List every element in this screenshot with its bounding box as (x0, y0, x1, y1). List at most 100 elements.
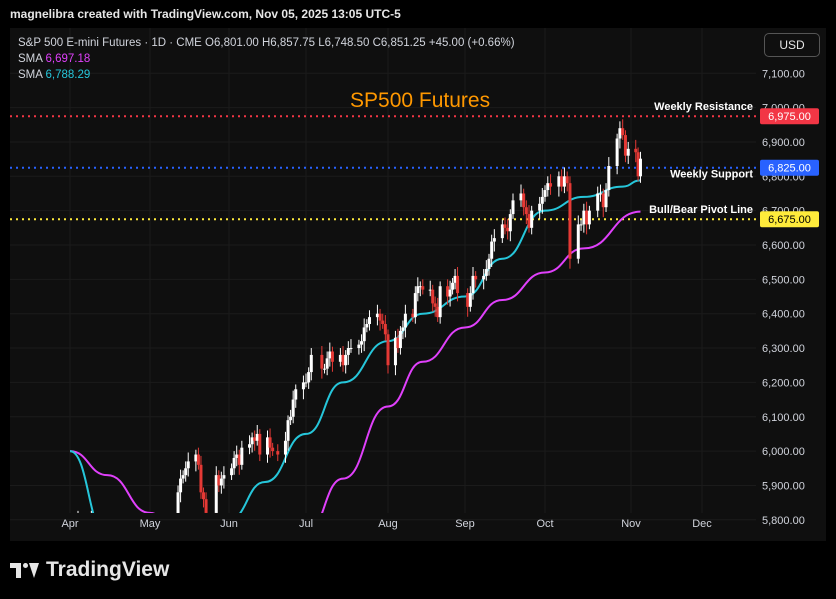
candle-body (482, 275, 486, 280)
candle-body (232, 457, 236, 469)
candle (181, 470, 185, 484)
candle (413, 286, 417, 324)
candle-body (416, 286, 420, 294)
candle-body (576, 224, 580, 259)
x-axis[interactable]: Apr May Jun Jul Aug Sep Oct Nov Dec (61, 518, 712, 530)
candle (346, 341, 350, 365)
candle-body (95, 534, 98, 541)
x-tick-label: May (140, 518, 161, 530)
symbol-name[interactable]: S&P 500 E-mini Futures · 1D · CME (18, 37, 202, 49)
currency-button[interactable]: USD (764, 33, 820, 57)
candle-body (291, 399, 295, 417)
candle (330, 346, 334, 372)
candle (511, 193, 515, 219)
candle (638, 151, 642, 183)
candle-body (338, 354, 342, 362)
candle-body (176, 492, 180, 513)
candle-body (506, 227, 510, 232)
candle (456, 266, 460, 302)
candle (446, 279, 450, 305)
candle-body (503, 224, 507, 228)
ohlc-key: C (369, 37, 381, 49)
candle (381, 313, 385, 329)
sma-slow-value: 6,697.18 (45, 53, 91, 65)
sma-fast-value: 6,788.29 (45, 69, 91, 81)
candle (93, 515, 96, 542)
legend-row-sma-fast[interactable]: SMA 6,788.29 (18, 67, 515, 83)
grid (10, 28, 756, 521)
candle-body (484, 269, 488, 276)
candle (255, 424, 259, 446)
candle (349, 339, 353, 353)
candle (375, 304, 379, 326)
candle (393, 330, 397, 376)
candle (436, 297, 440, 322)
candle-body (411, 313, 415, 318)
candle (471, 266, 475, 300)
candle (291, 390, 295, 424)
moving-averages (69, 179, 641, 513)
candle-body (360, 341, 364, 345)
candle-body (433, 303, 437, 307)
candle-body (328, 351, 332, 359)
candle-body (396, 337, 400, 349)
candle-body (511, 200, 515, 215)
candle-body (621, 128, 625, 136)
y-tick-label: 6,600.00 (762, 240, 805, 252)
candle (87, 527, 90, 549)
candle (362, 318, 366, 352)
sma-fast-label: SMA (18, 69, 43, 81)
candle-body (271, 447, 275, 452)
candle (519, 184, 523, 207)
candle (549, 174, 553, 195)
candle (490, 234, 494, 267)
candle (416, 277, 420, 302)
y-tick-label: 5,800.00 (762, 515, 805, 527)
candle-body (258, 433, 262, 455)
y-tick-label: 6,400.00 (762, 309, 805, 321)
candle (623, 130, 627, 163)
candle (320, 345, 324, 379)
candle-body (199, 464, 203, 493)
candle-body (381, 320, 385, 325)
candle (237, 449, 241, 475)
y-tick-label: 6,100.00 (762, 412, 805, 424)
candle-body (320, 354, 324, 369)
candle (492, 229, 496, 252)
candle (626, 141, 630, 164)
candle (579, 219, 583, 231)
candle (615, 133, 619, 175)
candle (607, 157, 611, 197)
sma-slow-label: SMA (18, 53, 43, 65)
candle (585, 201, 589, 235)
candle (219, 471, 223, 494)
candle-body (582, 210, 586, 225)
candle-body (604, 190, 608, 208)
candle (433, 296, 437, 317)
y-axis[interactable]: 7,100.007,000.006,900.006,800.006,700.00… (762, 68, 805, 527)
candle-body (398, 330, 402, 349)
candle-body (451, 282, 455, 290)
candle (431, 284, 435, 312)
candle (199, 455, 203, 499)
candle-body (367, 317, 371, 325)
brand-footer[interactable]: TradingView (10, 556, 169, 584)
y-tick-label: 5,900.00 (762, 480, 805, 492)
ohlc-values: O6,801.00 H6,857.75 L6,748.50 C6,851.25 (205, 37, 429, 49)
candle (466, 288, 470, 317)
candle-body (601, 193, 605, 208)
candle (328, 342, 332, 367)
candle-body (638, 158, 642, 177)
y-tick-label: 6,200.00 (762, 377, 805, 389)
candle-body (344, 354, 348, 366)
candle-body (568, 183, 572, 259)
candle-body (428, 289, 432, 291)
candle-body (626, 148, 630, 156)
x-tick-label: Jul (299, 518, 313, 530)
candle-body (634, 148, 638, 153)
candle-body (202, 492, 206, 500)
legend-row-sma-slow[interactable]: SMA 6,697.18 (18, 51, 515, 67)
candle-body (438, 286, 442, 318)
candle-body (362, 327, 366, 342)
